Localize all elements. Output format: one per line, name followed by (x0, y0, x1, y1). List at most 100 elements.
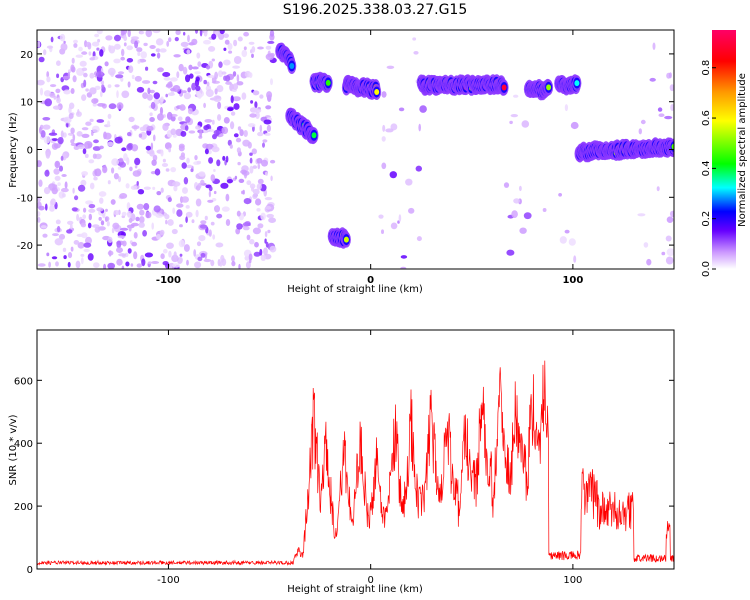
noise-blob (184, 125, 189, 131)
noise-blob (59, 165, 63, 172)
noise-blob (207, 128, 215, 133)
noise-blob (80, 257, 84, 265)
noise-blob (509, 120, 513, 125)
noise-blob (54, 238, 63, 246)
noise-blob (94, 85, 101, 90)
noise-blob (247, 123, 256, 128)
noise-blob (162, 158, 166, 163)
noise-blob (57, 182, 61, 187)
colorbar-tick-label: 0.2 (701, 211, 712, 227)
noise-blob (212, 133, 217, 140)
noise-blob (185, 205, 190, 209)
noise-blob (190, 168, 194, 173)
noise-blob (400, 255, 408, 259)
noise-blob (129, 166, 133, 172)
noise-blob (91, 41, 100, 47)
noise-blob (83, 242, 92, 248)
noise-blob (161, 163, 169, 167)
noise-blob (197, 61, 202, 67)
noise-blob (139, 30, 145, 35)
noise-blob (656, 186, 660, 192)
noise-blob (126, 210, 132, 218)
noise-blob (122, 240, 127, 247)
snr-frame (36, 329, 675, 570)
noise-blob (232, 83, 239, 90)
noise-blob (63, 116, 72, 124)
signal-core (343, 236, 349, 243)
noise-blob (511, 210, 518, 219)
noise-blob (381, 91, 387, 98)
noise-blob (266, 91, 273, 99)
noise-blob (70, 127, 75, 134)
noise-blob (126, 157, 130, 166)
noise-blob (195, 76, 200, 82)
noise-blob (91, 98, 99, 104)
noise-blob (249, 152, 253, 156)
noise-blob (199, 129, 203, 138)
noise-blob (265, 45, 272, 50)
noise-blob (63, 40, 66, 44)
noise-blob (270, 78, 273, 86)
noise-blob (243, 46, 247, 51)
noise-blob (134, 40, 139, 49)
noise-blob (70, 246, 74, 252)
noise-blob (236, 147, 241, 154)
noise-blob (74, 195, 79, 201)
noise-blob (160, 253, 165, 260)
noise-blob (56, 97, 61, 104)
noise-blob (213, 95, 222, 102)
noise-blob (166, 111, 173, 120)
noise-blob (85, 200, 94, 205)
noise-blob (84, 153, 89, 158)
noise-blob (114, 43, 121, 50)
noise-blob (182, 187, 188, 194)
noise-blob (183, 92, 192, 100)
noise-blob (665, 256, 674, 265)
noise-blob (187, 107, 193, 115)
noise-blob (118, 253, 127, 257)
noise-blob (185, 116, 191, 123)
noise-blob (77, 109, 80, 115)
noise-blob (73, 39, 78, 44)
noise-blob (248, 72, 253, 78)
noise-blob (107, 113, 112, 119)
noise-blob (37, 196, 41, 203)
noise-blob (130, 185, 138, 190)
noise-blob (182, 90, 187, 94)
noise-blob (98, 191, 107, 197)
signal-core (501, 84, 507, 91)
noise-blob (153, 92, 160, 100)
noise-blob (134, 75, 142, 82)
noise-blob (101, 84, 105, 89)
noise-blob (178, 145, 185, 152)
noise-blob (230, 121, 235, 130)
signal-core (325, 79, 331, 86)
noise-blob (88, 51, 92, 56)
noise-blob (146, 94, 153, 101)
noise-blob (151, 222, 154, 230)
noise-blob (229, 144, 233, 149)
noise-blob (233, 133, 239, 138)
noise-blob (200, 179, 205, 185)
snr-y-label: SNR (10 * v/v) (8, 414, 19, 485)
noise-blob (37, 263, 46, 267)
noise-blob (230, 111, 236, 116)
noise-blob (83, 79, 87, 88)
noise-blob (81, 232, 88, 239)
noise-blob (160, 187, 164, 193)
spectrogram-y-tick-label: -10 (17, 193, 33, 204)
noise-blob (82, 214, 87, 219)
noise-blob (38, 205, 45, 211)
noise-blob (242, 189, 245, 195)
noise-blob (519, 227, 527, 234)
noise-blob (266, 213, 275, 218)
noise-blob (165, 93, 168, 98)
noise-blob (82, 148, 87, 155)
noise-blob (666, 248, 674, 256)
noise-blob (98, 216, 102, 221)
noise-blob (136, 86, 145, 93)
noise-blob (149, 45, 156, 49)
noise-blob (69, 223, 73, 229)
noise-blob (117, 166, 122, 170)
